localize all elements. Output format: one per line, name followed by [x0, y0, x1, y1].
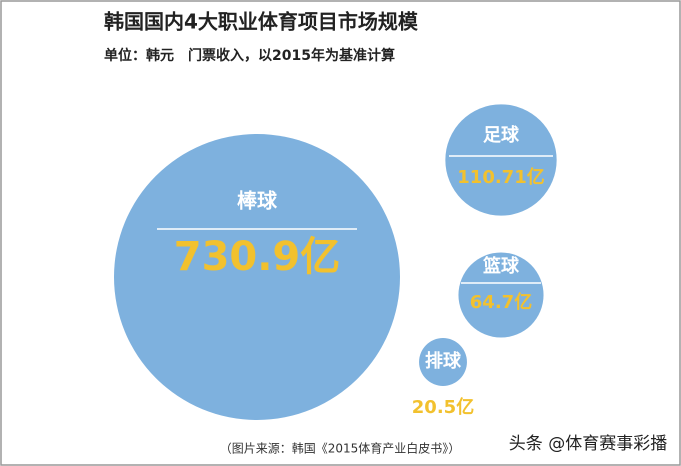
- value-label: 20.5亿: [412, 396, 474, 418]
- source: （图片来源：韩国《2015体育产业白皮书》）: [220, 441, 461, 456]
- category-label: 足球: [483, 125, 520, 146]
- bubble: [419, 338, 467, 386]
- bubble: [445, 104, 557, 216]
- category-label: 排球: [425, 350, 462, 372]
- category-label: 棒球: [237, 189, 278, 213]
- watermark: 头条 @体育赛事彩播: [509, 433, 667, 454]
- bubble: [458, 252, 544, 338]
- value-label: 64.7亿: [470, 291, 532, 313]
- bubble: [114, 134, 400, 420]
- category-label: 篮球: [482, 255, 520, 277]
- value-label: 110.71亿: [457, 166, 544, 188]
- chart-title: 韩国国内4大职业体育项目市场规模: [104, 10, 419, 34]
- chart-subtitle: 单位：韩元 门票收入，以2015年为基准计算: [104, 47, 395, 64]
- value-label: 730.9亿: [174, 234, 341, 280]
